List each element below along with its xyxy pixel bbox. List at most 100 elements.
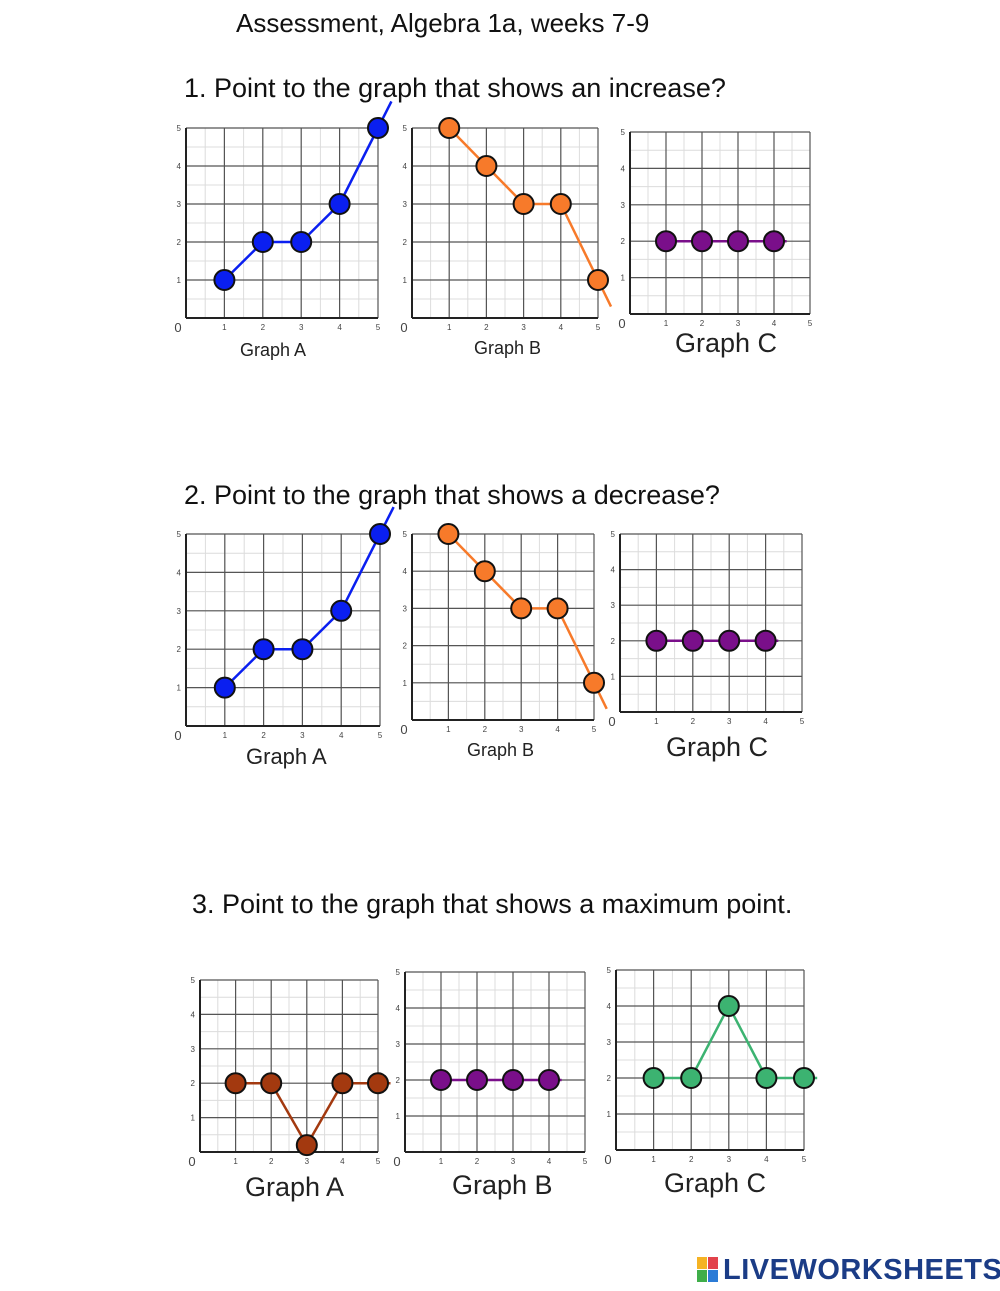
y-tick-label: 4: [403, 162, 408, 171]
x-tick-label: 0: [174, 728, 181, 743]
x-tick-label: 1: [446, 725, 451, 734]
y-tick-label: 2: [191, 1079, 196, 1088]
graph-q2-graph-b[interactable]: 0 1 2 3 4 5 1 2 3 4 5: [400, 523, 612, 742]
x-tick-label: 5: [592, 725, 597, 734]
data-point: [763, 230, 785, 253]
graph-q1-graph-a[interactable]: 0 1 2 3 4 5 1 2 3 4 5: [174, 100, 396, 340]
x-tick-label: 2: [689, 1155, 694, 1164]
data-point: [793, 1067, 815, 1089]
x-tick-label: 1: [222, 323, 227, 332]
y-tick-label: 5: [396, 968, 401, 977]
data-point: [438, 117, 461, 139]
x-tick-label: 3: [727, 717, 732, 726]
y-tick-label: 4: [177, 568, 182, 577]
x-tick-label: 3: [511, 1157, 516, 1166]
y-tick-label: 4: [611, 566, 616, 575]
x-tick-label: 1: [664, 319, 669, 328]
data-point: [466, 1069, 488, 1091]
y-tick-label: 5: [611, 530, 616, 539]
y-tick-label: 4: [191, 1010, 196, 1019]
y-tick-label: 1: [611, 672, 616, 681]
x-tick-label: 2: [484, 323, 489, 332]
y-tick-label: 3: [621, 201, 626, 210]
data-point: [437, 523, 460, 545]
x-tick-label: 1: [654, 717, 659, 726]
y-tick-label: 1: [177, 276, 182, 285]
graph-q3-graph-c[interactable]: 0 1 2 3 4 5 1 2 3 4 5: [604, 962, 822, 1172]
y-tick-label: 5: [177, 530, 182, 539]
data-point: [251, 231, 274, 253]
graph-label: Graph C: [664, 1168, 767, 1198]
y-tick-label: 4: [607, 1002, 612, 1011]
data-point: [430, 1069, 452, 1091]
graph-label: Graph A: [240, 340, 307, 360]
graph-q1-graph-b[interactable]: 0 1 2 3 4 5 1 2 3 4 5: [400, 117, 616, 340]
x-tick-label: 4: [764, 1155, 769, 1164]
data-point: [295, 1134, 318, 1157]
y-tick-label: 1: [191, 1114, 196, 1123]
question-3-text: 3. Point to the graph that shows a maxim…: [192, 889, 793, 919]
data-point: [691, 230, 713, 253]
graph-label: Graph A: [246, 744, 327, 769]
worksheet-title: Assessment, Algebra 1a, weeks 7-9: [236, 8, 650, 38]
x-tick-label: 3: [519, 725, 524, 734]
graph-label: Graph B: [452, 1170, 553, 1200]
y-tick-label: 3: [191, 1045, 196, 1054]
y-tick-label: 2: [403, 642, 408, 651]
graph-q2-graph-c[interactable]: 0 1 2 3 4 5 1 2 3 4 5: [608, 526, 820, 734]
x-tick-label: 4: [559, 323, 564, 332]
x-tick-label: 4: [763, 717, 768, 726]
x-tick-label: 0: [618, 316, 625, 331]
y-tick-label: 5: [403, 124, 408, 133]
data-point: [213, 676, 236, 699]
x-tick-label: 2: [691, 717, 696, 726]
x-tick-label: 1: [651, 1155, 656, 1164]
x-tick-label: 3: [736, 319, 741, 328]
data-point: [367, 117, 389, 139]
x-tick-label: 4: [555, 725, 560, 734]
x-tick-label: 5: [802, 1155, 807, 1164]
x-tick-label: 2: [261, 323, 266, 332]
data-point: [510, 597, 533, 620]
graph-q2-graph-a[interactable]: 0 1 2 3 4 5 1 2 3 4 5: [174, 506, 398, 748]
graph-q3-graph-b[interactable]: 0 1 2 3 4 5 1 2 3 4 5: [393, 964, 603, 1174]
data-point: [252, 638, 275, 661]
y-tick-label: 5: [621, 128, 626, 137]
graph-q1-graph-c[interactable]: 0 1 2 3 4 5 1 2 3 4 5: [618, 124, 828, 336]
logo-text: LIVEWORKSHEETS: [723, 1253, 1000, 1286]
y-tick-label: 2: [177, 645, 182, 654]
graph-q3-graph-a[interactable]: 0 1 2 3 4 5 1 2 3 4 5: [188, 972, 396, 1174]
y-tick-label: 3: [177, 200, 182, 209]
x-tick-label: 1: [223, 731, 228, 740]
data-point: [502, 1069, 524, 1091]
series-line: [235, 1081, 391, 1148]
data-point: [718, 629, 741, 652]
x-tick-label: 5: [378, 731, 383, 740]
y-tick-label: 2: [403, 238, 408, 247]
data-point: [538, 1069, 560, 1091]
data-point: [224, 1072, 247, 1095]
y-tick-label: 1: [403, 276, 408, 285]
data-point: [549, 193, 572, 215]
y-tick-label: 1: [396, 1112, 401, 1121]
y-tick-label: 4: [403, 567, 408, 576]
data-point: [291, 638, 314, 661]
x-tick-label: 1: [439, 1157, 444, 1166]
y-tick-label: 1: [403, 679, 408, 688]
y-tick-label: 3: [611, 601, 616, 610]
y-tick-label: 3: [403, 604, 408, 613]
y-tick-label: 5: [177, 124, 182, 133]
x-tick-label: 5: [376, 1157, 381, 1166]
data-point: [290, 231, 313, 253]
question-2-text: 2. Point to the graph that shows a decre…: [184, 480, 720, 510]
x-tick-label: 5: [376, 323, 381, 332]
data-point: [681, 629, 704, 652]
graph-label: Graph A: [245, 1172, 345, 1202]
data-point: [475, 155, 498, 177]
x-tick-label: 3: [299, 323, 304, 332]
data-point: [331, 1072, 354, 1095]
x-tick-label: 2: [261, 731, 266, 740]
graph-label: Graph B: [474, 338, 542, 358]
data-point: [754, 629, 777, 652]
x-tick-label: 4: [547, 1157, 552, 1166]
